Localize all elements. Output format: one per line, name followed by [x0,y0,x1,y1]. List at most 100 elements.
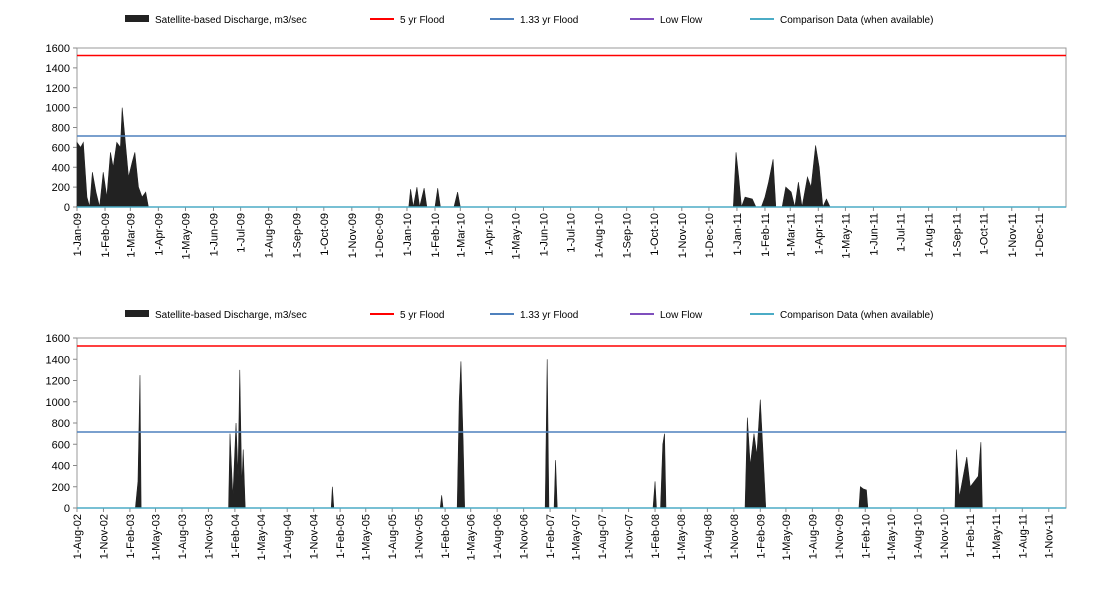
x-tick-label: 1-Sep-10 [622,213,634,258]
legend-label: 5 yr Flood [400,310,444,321]
y-tick-label: 400 [52,162,70,174]
x-tick-label: 1-Apr-10 [483,213,495,256]
legend-swatch [125,310,149,317]
x-tick-label: 1-Aug-10 [912,514,924,559]
x-tick-label: 1-Feb-03 [125,514,137,559]
legend-label: Low Flow [660,310,703,321]
x-tick-label: 1-Mar-10 [455,213,467,258]
y-tick-label: 1200 [46,83,70,95]
x-tick-label: 1-Nov-09 [347,213,359,258]
x-tick-label: 1-Feb-04 [230,514,242,559]
x-tick-label: 1-Oct-11 [979,213,991,255]
y-tick-label: 200 [52,182,70,194]
x-tick-label: 1-Nov-08 [729,514,741,559]
x-tick-label: 1-Oct-10 [649,213,661,256]
x-tick-label: 1-Feb-07 [545,514,557,559]
plot-frame [76,337,1067,509]
x-tick-label: 1-May-09 [180,213,192,259]
x-tick-label: 1-Dec-11 [1034,213,1046,257]
x-tick-label: 1-Apr-11 [813,213,825,255]
discharge-area [77,359,1066,509]
x-tick-label: 1-Jan-11 [732,213,744,256]
y-tick-label: 600 [52,142,70,154]
x-tick-label: 1-Aug-04 [282,514,294,559]
x-tick-label: 1-Aug-07 [597,514,609,559]
legend-label: 1.33 yr Flood [520,310,578,321]
y-tick-label: 600 [52,439,70,451]
x-tick-label: 1-May-04 [256,514,268,560]
y-tick-label: 1000 [46,103,70,115]
x-tick-label: 1-Feb-09 [755,514,767,559]
legend-label: 5 yr Flood [400,15,444,26]
x-tick-label: 1-Nov-09 [834,514,846,559]
x-tick-label: 1-Aug-02 [72,514,84,559]
y-tick-label: 1400 [46,354,70,366]
x-tick-label: 1-Aug-03 [177,514,189,559]
legend-label: 1.33 yr Flood [520,15,578,26]
x-tick-label: 1-Nov-02 [98,514,110,559]
x-tick-label: 1-Nov-03 [203,514,215,559]
y-tick-label: 0 [64,503,70,515]
x-tick-label: 1-Mar-09 [125,213,137,258]
legend-label: Comparison Data (when available) [780,15,933,26]
y-tick-label: 800 [52,123,70,135]
x-tick-label: 1-Feb-05 [335,514,347,559]
x-tick-label: 1-Apr-09 [153,213,165,256]
x-tick-label: 1-May-07 [571,514,583,560]
x-tick-label: 1-Jul-10 [566,213,578,253]
y-tick-label: 1400 [46,63,70,75]
x-tick-label: 1-Feb-11 [965,514,977,558]
legend-label: Low Flow [660,15,703,26]
x-tick-label: 1-Aug-11 [1017,514,1029,558]
x-tick-label: 1-Aug-05 [387,514,399,559]
x-tick-label: 1-Jun-09 [209,213,221,256]
x-tick-label: 1-Feb-11 [760,213,772,257]
legend-label: Comparison Data (when available) [780,310,933,321]
x-tick-label: 1-Nov-05 [414,514,426,559]
x-tick-label: 1-Jul-09 [236,213,248,253]
legend-label: Satellite-based Discharge, m3/sec [155,15,307,26]
x-tick-label: 1-Dec-09 [374,213,386,258]
x-tick-label: 1-Aug-11 [924,213,936,257]
x-tick-label: 1-Nov-10 [677,213,689,258]
x-tick-label: 1-May-10 [510,213,522,259]
x-tick-label: 1-Nov-11 [1044,514,1056,558]
y-tick-label: 200 [52,482,70,494]
x-tick-label: 1-May-10 [886,514,898,560]
x-tick-label: 1-May-11 [991,514,1003,560]
x-tick-label: 1-Sep-09 [292,213,304,258]
legend-swatch [125,15,149,22]
x-tick-label: 1-Nov-04 [309,514,321,559]
x-tick-label: 1-Feb-06 [440,514,452,559]
y-tick-label: 1200 [46,376,70,388]
x-tick-label: 1-Aug-09 [807,514,819,559]
x-tick-label: 1-Mar-11 [785,213,797,257]
discharge-area [76,107,831,209]
x-tick-label: 1-Aug-08 [702,514,714,559]
y-tick-label: 800 [52,418,70,430]
plot-frame [76,47,1067,208]
x-tick-label: 1-May-03 [151,514,163,560]
x-tick-label: 1-Nov-11 [1007,213,1019,257]
x-tick-label: 1-May-05 [361,514,373,560]
y-tick-label: 1000 [46,397,70,409]
x-tick-label: 1-Aug-09 [264,213,276,258]
x-tick-label: 1-Feb-09 [100,213,112,258]
x-tick-label: 1-Feb-10 [860,514,872,559]
x-tick-label: 1-May-09 [781,514,793,560]
x-tick-label: 1-May-06 [466,514,478,560]
x-tick-label: 1-Aug-10 [594,213,606,258]
y-tick-label: 1600 [46,43,70,55]
y-tick-label: 400 [52,461,70,473]
x-tick-label: 1-May-08 [676,514,688,560]
x-tick-label: 1-Nov-07 [624,514,636,559]
x-tick-label: 1-Jan-10 [402,213,414,256]
x-tick-label: 1-Nov-10 [939,514,951,559]
legend-label: Satellite-based Discharge, m3/sec [155,310,307,321]
x-tick-label: 1-Jun-10 [538,213,550,256]
x-tick-label: 1-Jul-11 [896,213,908,252]
y-tick-label: 1600 [46,333,70,345]
x-tick-label: 1-Jun-11 [868,213,880,256]
x-tick-label: 1-Oct-09 [319,213,331,256]
x-tick-label: 1-Dec-10 [704,213,716,258]
